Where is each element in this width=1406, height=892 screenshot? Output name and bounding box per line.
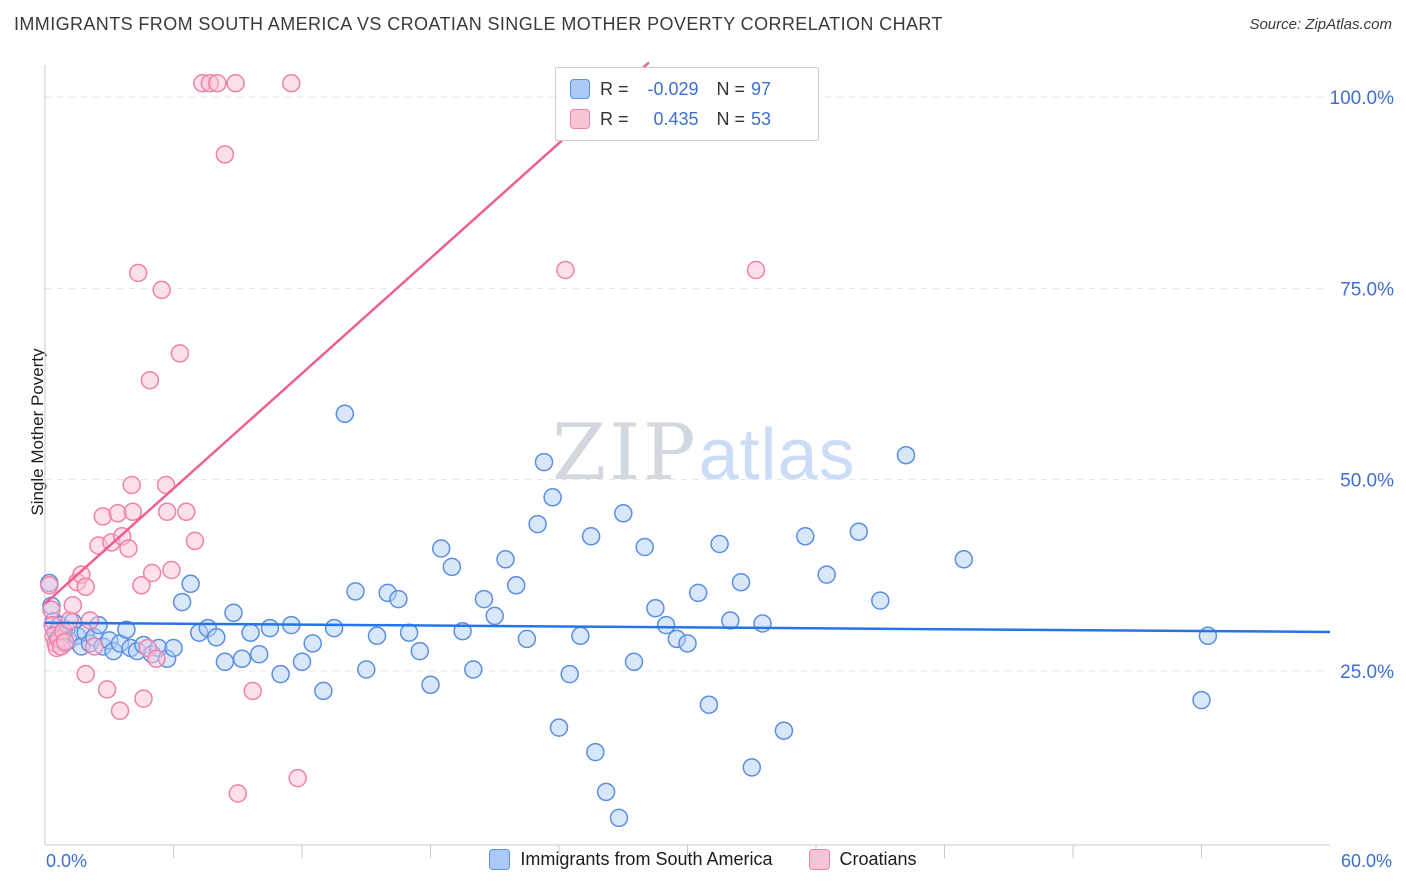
legend-row-immigrants: R = -0.029 N = 97 (570, 76, 804, 102)
legend-label-immigrants: Immigrants from South America (520, 849, 773, 869)
blue-series-swatch (489, 849, 511, 870)
correlation-legend-box: R = -0.029 N = 97 R = 0.435 N = 53 (555, 67, 819, 141)
page-title: IMMIGRANTS FROM SOUTH AMERICA VS CROATIA… (14, 14, 943, 34)
legend-item-immigrants: Immigrants from South America (489, 849, 773, 870)
x-axis-max-label: 60.0% (1340, 851, 1392, 871)
svg-text:100.0%: 100.0% (1330, 88, 1395, 109)
r-value-blue: -0.029 (647, 78, 699, 99)
blue-series-swatch (570, 79, 590, 99)
n-label: N = (716, 78, 746, 99)
r-value-pink: 0.435 (653, 108, 699, 129)
r-label: R = (600, 78, 629, 99)
pink-series-swatch (808, 849, 830, 870)
r-label: R = (600, 108, 629, 129)
bottom-legend: Immigrants from South America Croatians (0, 849, 1406, 870)
svg-text:25.0%: 25.0% (1340, 662, 1394, 683)
legend-label-croatians: Croatians (839, 849, 917, 869)
svg-text:50.0%: 50.0% (1340, 471, 1394, 492)
source-attribution: Source: ZipAtlas.com (1249, 16, 1392, 33)
n-label: N = (716, 108, 746, 129)
legend-row-croatians: R = 0.435 N = 53 (570, 106, 804, 132)
x-axis-min-label: 0.0% (46, 851, 88, 871)
legend-item-croatians: Croatians (808, 849, 917, 870)
svg-text:75.0%: 75.0% (1340, 279, 1394, 300)
n-value-blue: 97 (751, 78, 772, 99)
pink-series-swatch (570, 109, 590, 129)
n-value-pink: 53 (751, 108, 772, 129)
